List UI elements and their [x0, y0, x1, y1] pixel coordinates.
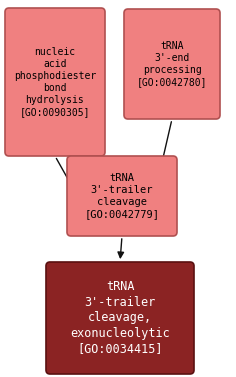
- Text: tRNA
3'-end
processing
[GO:0042780]: tRNA 3'-end processing [GO:0042780]: [137, 41, 207, 87]
- Text: tRNA
3'-trailer
cleavage,
exonucleolytic
[GO:0034415]: tRNA 3'-trailer cleavage, exonucleolytic…: [70, 280, 170, 356]
- Text: tRNA
3'-trailer
cleavage
[GO:0042779]: tRNA 3'-trailer cleavage [GO:0042779]: [84, 173, 160, 219]
- FancyBboxPatch shape: [67, 156, 177, 236]
- FancyBboxPatch shape: [124, 9, 220, 119]
- FancyBboxPatch shape: [46, 262, 194, 374]
- Text: nucleic
acid
phosphodiester
bond
hydrolysis
[GO:0090305]: nucleic acid phosphodiester bond hydroly…: [14, 47, 96, 117]
- FancyBboxPatch shape: [5, 8, 105, 156]
